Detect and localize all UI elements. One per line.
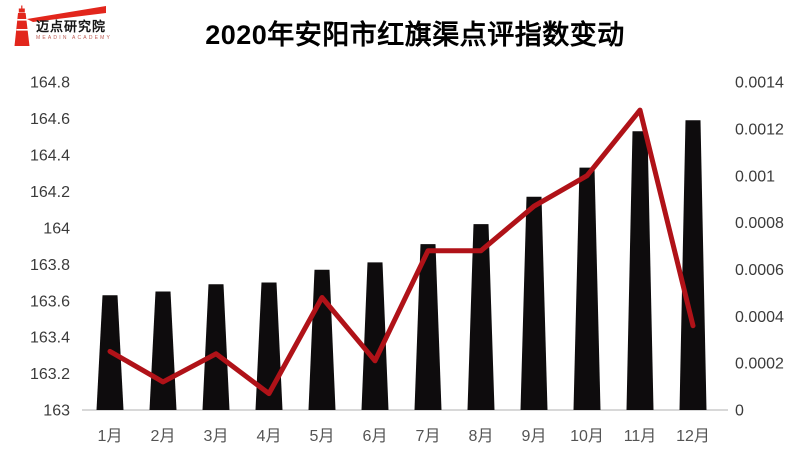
bar-3月 bbox=[202, 284, 230, 410]
x-label-11月: 11月 bbox=[624, 428, 657, 445]
bar-10月 bbox=[573, 167, 601, 410]
x-label-8月: 8月 bbox=[469, 428, 494, 445]
right-axis-tick: 0.001 bbox=[735, 168, 775, 185]
line-series bbox=[107, 107, 696, 397]
bar-9月 bbox=[520, 196, 548, 410]
left-axis-tick: 163.2 bbox=[30, 366, 70, 383]
right-axis-tick: 0.0002 bbox=[735, 356, 784, 373]
logo-subtitle: MEADIN ACADEMY bbox=[36, 35, 113, 41]
right-axis-tick: 0.0008 bbox=[735, 215, 784, 232]
chart-title: 2020年安阳市红旗渠点评指数变动 bbox=[205, 20, 625, 50]
right-axis-tick: 0 bbox=[735, 403, 744, 420]
x-label-2月: 2月 bbox=[151, 428, 176, 445]
left-axis-tick: 164.6 bbox=[30, 111, 70, 128]
bar-5月 bbox=[308, 269, 336, 410]
left-axis-tick: 163.4 bbox=[30, 330, 70, 347]
right-axis-tick: 0.0006 bbox=[735, 262, 784, 279]
lighthouse-beam-icon bbox=[14, 5, 106, 46]
bar-11月 bbox=[626, 131, 654, 410]
right-axis-tick: 0.0014 bbox=[735, 75, 784, 92]
x-label-10月: 10月 bbox=[570, 428, 604, 445]
x-label-6月: 6月 bbox=[363, 428, 388, 445]
logo-title: 迈点研究院 bbox=[36, 19, 107, 34]
right-axis-tick: 0.0012 bbox=[735, 121, 784, 138]
right-axis-tick: 0.0004 bbox=[735, 309, 784, 326]
bar-2月 bbox=[149, 291, 177, 410]
x-label-9月: 9月 bbox=[522, 428, 547, 445]
left-axis-tick: 164.4 bbox=[30, 147, 70, 164]
left-axis-tick: 164 bbox=[43, 220, 70, 237]
x-label-5月: 5月 bbox=[310, 428, 335, 445]
x-label-7月: 7月 bbox=[416, 428, 441, 445]
x-label-1月: 1月 bbox=[98, 428, 123, 445]
left-axis-tick: 163.8 bbox=[30, 257, 70, 274]
bar-6月 bbox=[361, 262, 389, 410]
x-label-3月: 3月 bbox=[204, 428, 229, 445]
logo-text: 迈点研究院 MEADIN ACADEMY bbox=[36, 20, 112, 41]
left-axis-tick: 163 bbox=[43, 403, 70, 420]
x-label-4月: 4月 bbox=[257, 428, 282, 445]
left-axis-tick: 164.8 bbox=[30, 75, 70, 92]
bar-7月 bbox=[414, 244, 442, 410]
left-axis-tick: 164.2 bbox=[30, 184, 70, 201]
brand-logo: 迈点研究院 MEADIN ACADEMY bbox=[13, 5, 123, 49]
bar-8月 bbox=[467, 224, 495, 410]
bar-12月 bbox=[679, 120, 707, 411]
x-label-12月: 12月 bbox=[676, 428, 710, 445]
left-axis-tick: 163.6 bbox=[30, 293, 70, 310]
